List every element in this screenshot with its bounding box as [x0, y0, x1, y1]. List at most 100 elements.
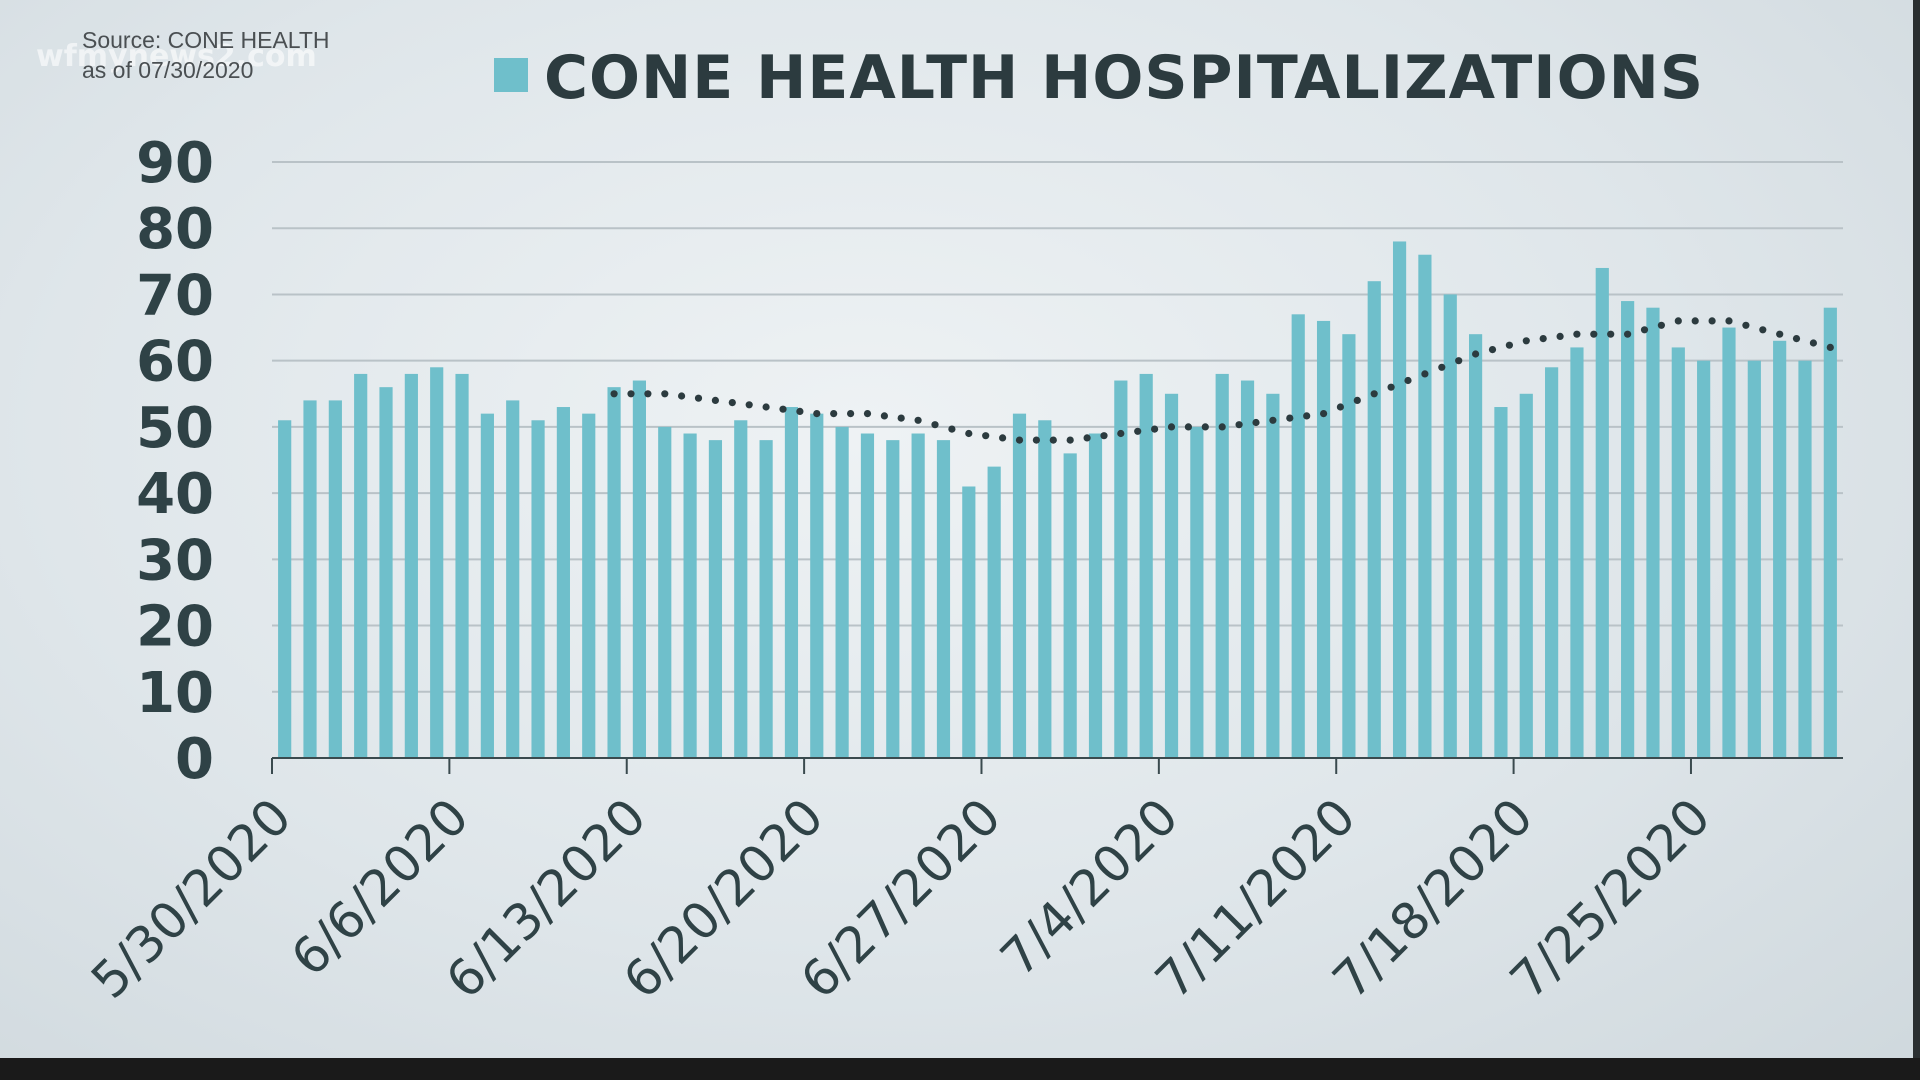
- bar-7/13/2020: [1392, 241, 1407, 759]
- trendline-dot: [1083, 434, 1091, 442]
- trendline-dot: [1776, 330, 1784, 338]
- y-tick-label: 10: [136, 661, 214, 726]
- trendline-dot: [1657, 321, 1665, 329]
- source-line-1: Source: CONE HEALTH: [82, 27, 330, 53]
- chart-title: CONE HEALTH HOSPITALIZATIONS: [544, 43, 1704, 113]
- trendline-dot: [1505, 341, 1513, 349]
- trendline-dot: [897, 414, 905, 422]
- trendline-dot: [1167, 423, 1176, 431]
- bar-6/23/2020: [886, 440, 900, 758]
- bottom-letterbox: [0, 1058, 1920, 1080]
- trendline-dot: [661, 390, 669, 398]
- trendline-dot: [1303, 412, 1311, 420]
- y-tick-label: 60: [136, 330, 214, 395]
- bar-6/4/2020: [404, 373, 418, 758]
- trendline-dot: [1049, 436, 1057, 444]
- bar-5/31/2020: [303, 400, 317, 758]
- trendline-dot: [1674, 317, 1682, 325]
- bar-7/27/2020: [1747, 360, 1761, 758]
- trendline-dot: [1792, 335, 1801, 343]
- right-edge-strip: [1913, 0, 1920, 1058]
- trendline-dot: [1151, 425, 1159, 433]
- trendline-dot: [1624, 330, 1632, 338]
- bar-7/24/2020: [1671, 347, 1685, 758]
- y-tick-label: 70: [136, 263, 214, 328]
- bar-7/1/2020: [1088, 433, 1103, 758]
- trendline-dot: [1539, 335, 1547, 343]
- trendline-dot: [796, 407, 804, 415]
- bar-6/10/2020: [556, 407, 570, 758]
- y-tick-label: 40: [136, 462, 214, 527]
- trendline-dot: [914, 416, 922, 424]
- watermark: wfmynews2.com: [36, 39, 317, 74]
- trendline-dot: [1353, 396, 1361, 404]
- trendline-dot: [745, 401, 753, 409]
- bar-7/25/2020: [1697, 360, 1711, 758]
- bar-6/7/2020: [480, 413, 494, 758]
- trendline-dot: [880, 412, 889, 420]
- trendline-dot: [931, 421, 939, 429]
- trendline-dot: [610, 390, 618, 398]
- bar-6/20/2020: [810, 413, 824, 758]
- bar-7/10/2020: [1316, 320, 1331, 758]
- trendline-dot: [1201, 423, 1209, 431]
- bar-7/11/2020: [1342, 334, 1356, 758]
- legend-swatch: [494, 58, 528, 92]
- trendline-dot: [1100, 432, 1108, 440]
- trendline-dot: [1252, 418, 1260, 427]
- trendline-dot: [1640, 326, 1649, 334]
- bar-7/21/2020: [1595, 267, 1609, 758]
- trendline-dot: [1691, 317, 1699, 325]
- bar-6/6/2020: [455, 373, 469, 758]
- bar-6/1/2020: [328, 400, 342, 758]
- bar-7/30/2020: [1823, 307, 1837, 758]
- bars: [278, 241, 1837, 759]
- y-tick-label: 90: [136, 131, 214, 196]
- bar-6/8/2020: [506, 400, 520, 758]
- bar-7/14/2020: [1418, 254, 1432, 758]
- trendline-dot: [1066, 436, 1074, 444]
- trendline-dot: [1573, 330, 1581, 338]
- bar-7/12/2020: [1367, 281, 1381, 758]
- bar-6/2/2020: [354, 373, 368, 758]
- x-axis: [271, 757, 1843, 774]
- bar-7/3/2020: [1139, 373, 1153, 758]
- bar-6/21/2020: [835, 426, 849, 758]
- bar-6/15/2020: [683, 433, 697, 758]
- bar-6/12/2020: [607, 387, 621, 758]
- bar-6/14/2020: [658, 426, 672, 758]
- trendline-dot: [1404, 376, 1412, 385]
- trendline-dot: [1320, 410, 1328, 418]
- trendline-dot: [1421, 370, 1429, 378]
- trendline-dot: [1455, 357, 1463, 365]
- y-tick-label: 80: [136, 197, 214, 262]
- bar-6/3/2020: [379, 387, 393, 758]
- trendline-dot: [1826, 343, 1834, 351]
- trendline-dot: [1607, 330, 1615, 338]
- trendline-dot: [1235, 421, 1243, 429]
- bar-7/7/2020: [1240, 380, 1255, 758]
- bar-6/5/2020: [430, 367, 444, 758]
- bar-6/24/2020: [911, 433, 925, 758]
- bar-6/29/2020: [1038, 420, 1052, 758]
- bar-5/30/2020: [278, 420, 292, 758]
- bar-7/6/2020: [1215, 373, 1229, 758]
- bar-6/19/2020: [784, 407, 799, 758]
- bar-6/18/2020: [759, 440, 773, 758]
- y-tick-label: 30: [136, 528, 214, 593]
- bar-6/27/2020: [987, 466, 1001, 758]
- trendline-dot: [644, 390, 652, 398]
- bar-7/19/2020: [1545, 367, 1559, 758]
- trendline-dot: [779, 405, 787, 413]
- trendline-dot: [694, 394, 703, 402]
- bar-7/17/2020: [1494, 407, 1508, 758]
- trendline-dot: [863, 410, 872, 418]
- trendline-dot: [1522, 337, 1530, 345]
- bar-6/11/2020: [582, 413, 596, 758]
- bar-6/22/2020: [860, 433, 875, 758]
- x-tick-label: 5/30/2020: [80, 787, 302, 1009]
- trendline: [610, 317, 1834, 444]
- bar-6/30/2020: [1063, 453, 1077, 758]
